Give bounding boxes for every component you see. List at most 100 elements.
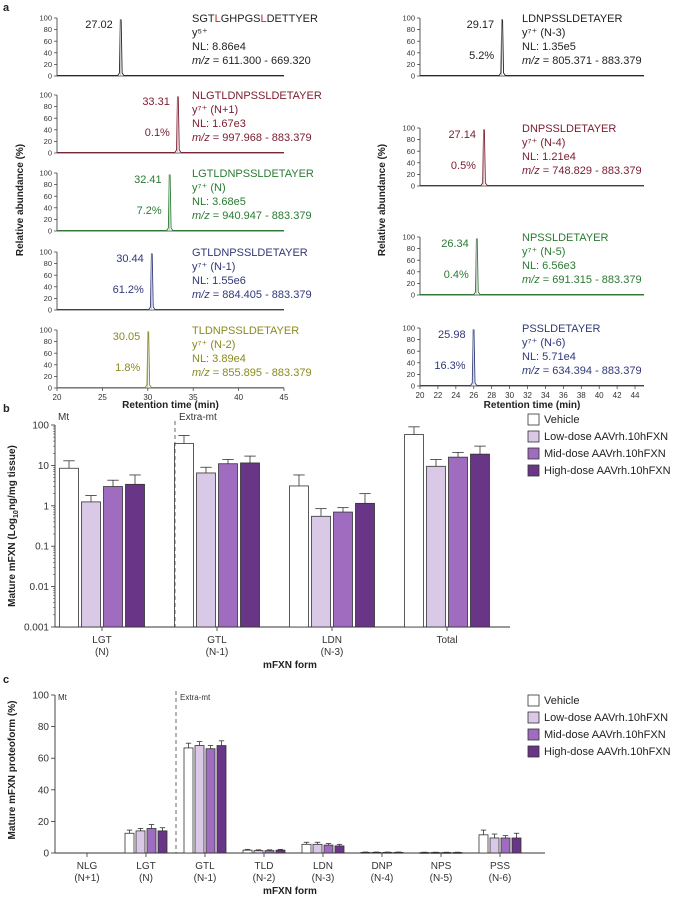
mz-range: m/z = 997.968 - 883.379 — [192, 132, 312, 144]
trace-line — [57, 19, 284, 76]
legend-label: High-dose AAVrh.10hFXN — [544, 465, 671, 477]
x-tick-label: 35 — [189, 393, 198, 402]
category-sublabel: (N-5) — [430, 873, 453, 884]
peptide-sequence: PSSLDETAYER — [522, 323, 601, 335]
peak-percent: 0.1% — [145, 127, 170, 139]
mz-range: m/z = 884.405 - 883.379 — [192, 289, 312, 301]
y-tick-label: 100 — [402, 14, 415, 23]
category-label: GTL — [195, 861, 215, 872]
trace-line — [57, 174, 284, 231]
legend-swatch — [527, 430, 540, 443]
mz-range: m/z = 691.315 - 883.379 — [522, 274, 642, 286]
y-tick-label: 60 — [407, 37, 415, 46]
legend-label: Low-dose AAVrh.10hFXN — [544, 712, 668, 724]
legend-label: Vehicle — [544, 414, 579, 426]
x-tick-label: 36 — [559, 391, 568, 400]
bar — [448, 456, 468, 628]
peak-retention-time: 26.34 — [441, 238, 469, 250]
y-tick-label: 20 — [44, 60, 52, 69]
category-sublabel: (N-2) — [253, 873, 276, 884]
ion-charge: y⁷⁺ (N-3) — [522, 27, 565, 39]
category-sublabel: (N-6) — [489, 873, 512, 884]
y-tick-label: 20 — [407, 170, 415, 179]
category-label: NPS — [431, 861, 452, 872]
mz-range: m/z = 611.300 - 669.320 — [192, 55, 311, 67]
mz-range: m/z = 940.947 - 883.379 — [192, 210, 312, 222]
y-tick-label: 80 — [44, 337, 52, 346]
trace-line — [57, 331, 284, 388]
x-tick-label: 40 — [234, 393, 243, 402]
peptide-segment: PSSLDETAYER — [522, 323, 601, 335]
bar — [355, 502, 375, 628]
y-tick-label: 100 — [39, 169, 52, 178]
y-tick-label: 20 — [407, 370, 415, 379]
bar — [301, 843, 312, 854]
x-tick-label: 20 — [416, 391, 425, 400]
peptide-segment: NLGTLDNPSSLDETAYER — [192, 90, 322, 102]
ion-charge: y⁷⁺ (N-4) — [522, 137, 565, 149]
mz-label: m/z — [192, 210, 210, 222]
x-tick-label: 44 — [631, 391, 640, 400]
peptide-segment: GTLDNPSSLDETAYER — [192, 247, 308, 259]
x-axis-title: mFXN form — [263, 660, 317, 671]
x-tick-label: 42 — [613, 391, 622, 400]
bar — [183, 747, 194, 854]
y-tick-label: 20 — [407, 60, 415, 69]
region-label-mt: Mt — [58, 412, 69, 423]
y-tick-label: 0 — [48, 149, 52, 158]
bar — [196, 472, 216, 628]
bar — [333, 511, 353, 628]
ion-charge: y⁷⁺ (N-2) — [192, 339, 235, 351]
y-tick-label: 100 — [402, 324, 415, 333]
y-tick-label: 0 — [411, 72, 415, 81]
category-sublabel: (N+1) — [74, 873, 99, 884]
y-tick-label: 0 — [411, 382, 415, 391]
y-tick-label: 40 — [38, 785, 50, 796]
legend-label: Vehicle — [544, 695, 579, 707]
x-tick-label: 25 — [98, 393, 107, 402]
bar — [478, 834, 489, 854]
y-tick-label: 0.01 — [30, 582, 50, 593]
y-axis-title: Relative abundance (%) — [15, 144, 26, 256]
peptide-sequence: SGTLGHPGSLDETTYER — [192, 13, 318, 25]
normalization-level: NL: 1.55e6 — [192, 275, 246, 287]
category-label: GTL — [207, 635, 227, 646]
y-tick-label: 100 — [32, 691, 49, 702]
x-tick-label: 38 — [577, 391, 586, 400]
x-tick-label: 32 — [523, 391, 532, 400]
peptide-sequence: NPSSLDETAYER — [522, 232, 608, 244]
bar — [419, 852, 430, 854]
y-tick-label: 80 — [407, 135, 415, 144]
y-tick-label: 60 — [407, 347, 415, 356]
y-tick-label: 80 — [44, 259, 52, 268]
mz-label: m/z — [522, 165, 540, 177]
peptide-sequence: LDNPSSLDETAYER — [522, 13, 623, 25]
bar — [312, 843, 323, 854]
y-tick-label: 40 — [44, 125, 52, 134]
category-label: LDN — [322, 635, 342, 646]
bar — [194, 745, 205, 854]
bar — [371, 851, 382, 854]
trace-line — [57, 253, 284, 310]
x-tick-label: 45 — [280, 393, 289, 402]
mz-label: m/z — [192, 367, 210, 379]
bar — [205, 748, 216, 854]
y-tick-label: 0 — [43, 849, 49, 860]
peak-retention-time: 29.17 — [467, 19, 495, 31]
category-sublabel: (N-3) — [312, 873, 335, 884]
category-sublabel: (N-3) — [321, 647, 344, 658]
bar — [81, 501, 101, 628]
y-tick-label: 100 — [39, 14, 52, 23]
y-tick-label: 80 — [38, 722, 50, 733]
y-tick-label: 0.1 — [35, 542, 49, 553]
peak-percent: 16.3% — [434, 360, 465, 372]
y-tick-label: 0.001 — [24, 623, 49, 634]
ion-charge: y⁷⁺ (N) — [192, 182, 226, 194]
x-axis-title: Retention time (min) — [122, 400, 219, 411]
y-tick-label: 40 — [44, 48, 52, 57]
bar — [500, 837, 511, 854]
legend-swatch — [527, 464, 540, 477]
y-tick-label: 0 — [411, 291, 415, 300]
mz-range: m/z = 748.829 - 883.379 — [522, 165, 642, 177]
mz-range: m/z = 805.371 - 883.379 — [522, 55, 642, 67]
